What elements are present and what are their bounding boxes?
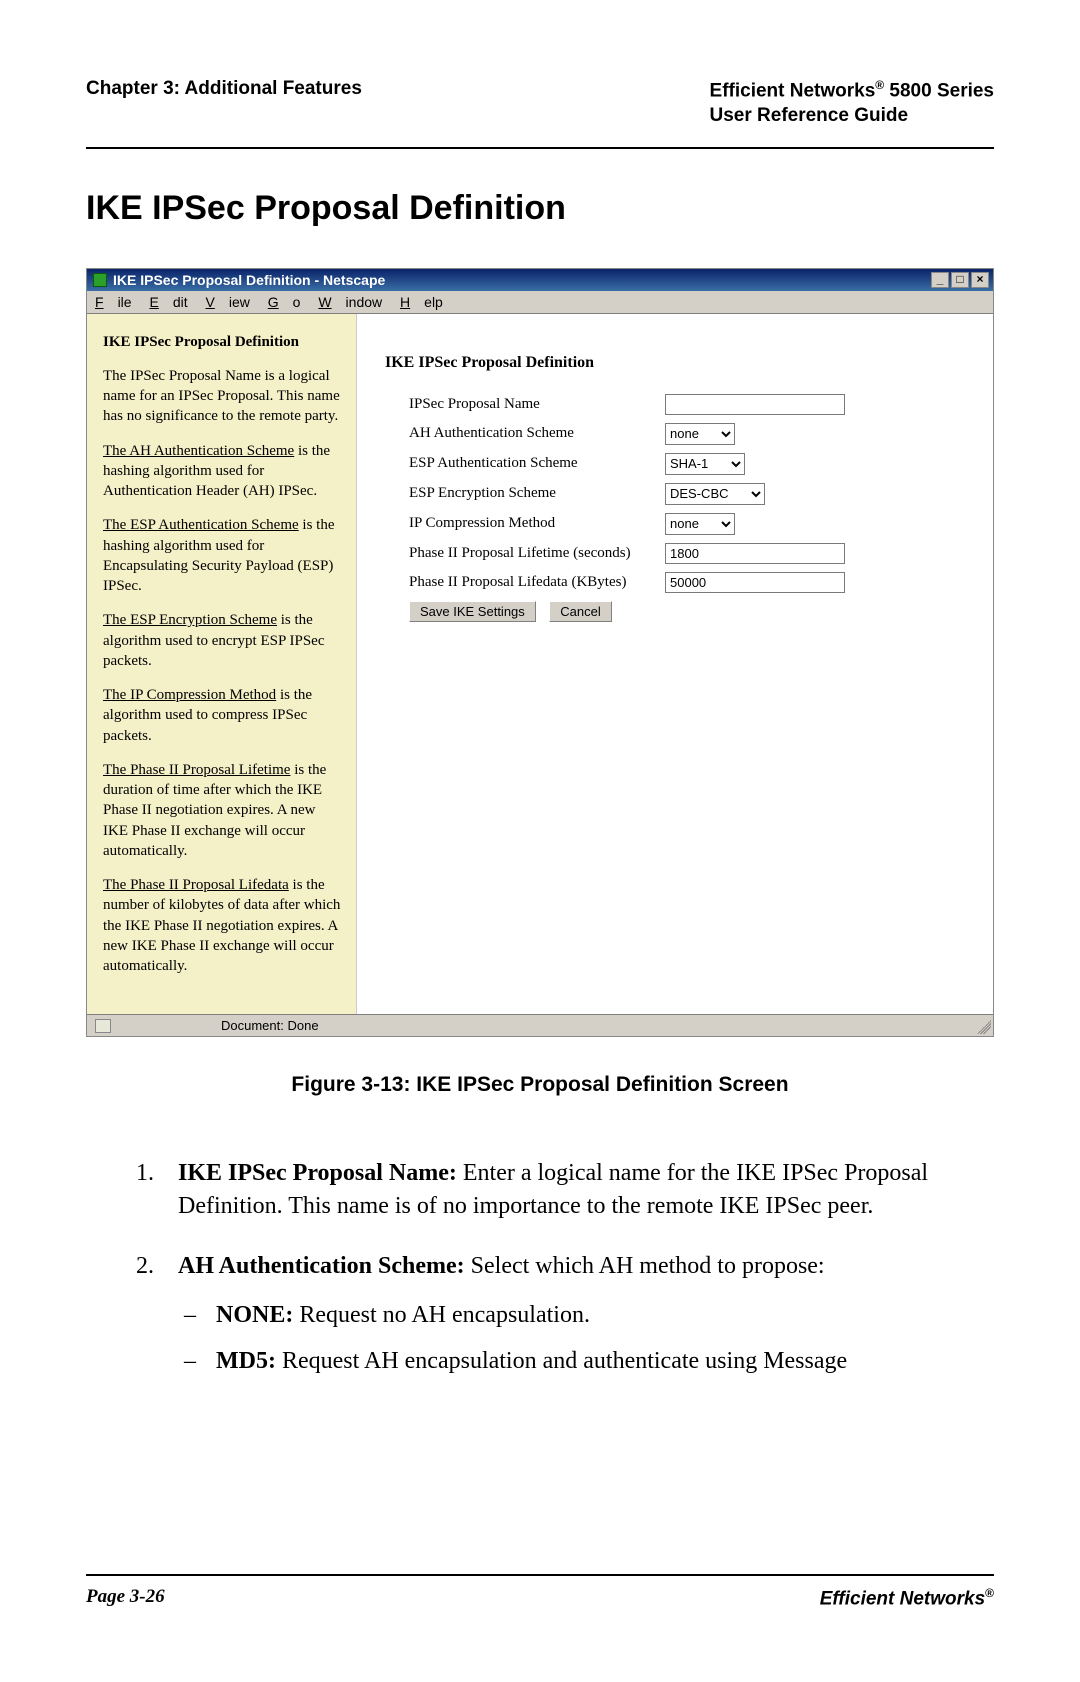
menu-view[interactable]: View: [206, 294, 250, 310]
label-esp-auth: ESP Authentication Scheme: [385, 455, 665, 472]
resize-grip-icon: [977, 1020, 991, 1034]
list-item-1: IKE IPSec Proposal Name: Enter a logical…: [178, 1157, 974, 1222]
label-ah-scheme: AH Authentication Scheme: [385, 425, 665, 442]
input-proposal-name[interactable]: [665, 394, 845, 415]
close-button[interactable]: ×: [971, 272, 989, 288]
label-esp-enc: ESP Encryption Scheme: [385, 485, 665, 502]
page-header: Chapter 3: Additional Features Efficient…: [86, 78, 994, 149]
product-block: Efficient Networks® 5800 Series User Ref…: [710, 78, 994, 129]
footer-brand: Efficient Networks®: [820, 1586, 994, 1610]
label-lifedata: Phase II Proposal Lifedata (KBytes): [385, 574, 665, 591]
registered-mark: ®: [875, 78, 884, 92]
page-footer: Page 3-26 Efficient Networks®: [86, 1574, 994, 1610]
product-line2: User Reference Guide: [710, 104, 994, 129]
status-text: Document: Done: [221, 1018, 319, 1033]
content-area: IKE IPSec Proposal Definition The IPSec …: [87, 314, 993, 1015]
sidebar-p7: The Phase II Proposal Lifedata is the nu…: [103, 875, 342, 976]
menu-file[interactable]: File: [95, 294, 132, 310]
dash-2: –: [178, 1345, 216, 1377]
window-title: IKE IPSec Proposal Definition - Netscape: [113, 272, 385, 288]
sidebar-p1: The IPSec Proposal Name is a logical nam…: [103, 366, 342, 427]
list-number-1: 1.: [136, 1157, 178, 1222]
sidebar-p3: The ESP Authentication Scheme is the has…: [103, 515, 342, 596]
sub-item-none: NONE: Request no AH encapsulation.: [216, 1299, 590, 1331]
input-lifedata[interactable]: [665, 572, 845, 593]
select-esp-enc[interactable]: DES-CBC: [665, 483, 765, 505]
sidebar-p6: The Phase II Proposal Lifetime is the du…: [103, 760, 342, 861]
sub-item-md5: MD5: Request AH encapsulation and authen…: [216, 1345, 847, 1377]
sidebar-p4: The ESP Encryption Scheme is the algorit…: [103, 610, 342, 671]
figure-caption: Figure 3-13: IKE IPSec Proposal Definiti…: [86, 1073, 994, 1097]
minimize-button[interactable]: _: [931, 272, 949, 288]
sidebar-title: IKE IPSec Proposal Definition: [103, 332, 342, 352]
browser-screenshot: IKE IPSec Proposal Definition - Netscape…: [86, 268, 994, 1038]
menubar: File Edit View Go Window Help: [87, 291, 993, 314]
help-sidebar: IKE IPSec Proposal Definition The IPSec …: [87, 314, 357, 1015]
label-lifetime: Phase II Proposal Lifetime (seconds): [385, 545, 665, 562]
form-panel: IKE IPSec Proposal Definition IPSec Prop…: [357, 314, 993, 1015]
input-lifetime[interactable]: [665, 543, 845, 564]
maximize-button[interactable]: □: [951, 272, 969, 288]
status-icon: [95, 1019, 111, 1033]
product-line1-pre: Efficient Networks: [710, 80, 876, 101]
select-ipcomp[interactable]: none: [665, 513, 735, 535]
netscape-icon: [93, 273, 107, 287]
window-titlebar: IKE IPSec Proposal Definition - Netscape…: [87, 269, 993, 291]
menu-go[interactable]: Go: [268, 294, 301, 310]
menu-edit[interactable]: Edit: [149, 294, 187, 310]
sidebar-p5: The IP Compression Method is the algorit…: [103, 685, 342, 746]
select-ah-scheme[interactable]: none: [665, 423, 735, 445]
statusbar: Document: Done: [87, 1014, 993, 1036]
list-item-2: AH Authentication Scheme: Select which A…: [178, 1250, 974, 1391]
cancel-button[interactable]: Cancel: [549, 601, 611, 622]
menu-window[interactable]: Window: [318, 294, 382, 310]
section-title: IKE IPSec Proposal Definition: [86, 189, 994, 228]
save-button[interactable]: Save IKE Settings: [409, 601, 536, 622]
page-number: Page 3-26: [86, 1586, 165, 1610]
menu-help[interactable]: Help: [400, 294, 443, 310]
select-esp-auth[interactable]: SHA-1: [665, 453, 745, 475]
list-number-2: 2.: [136, 1250, 178, 1391]
sidebar-p2: The AH Authentication Scheme is the hash…: [103, 441, 342, 502]
body-list: 1. IKE IPSec Proposal Name: Enter a logi…: [136, 1157, 974, 1391]
form-title: IKE IPSec Proposal Definition: [385, 354, 965, 372]
label-proposal-name: IPSec Proposal Name: [385, 396, 665, 413]
chapter-label: Chapter 3: Additional Features: [86, 78, 362, 100]
label-ipcomp: IP Compression Method: [385, 515, 665, 532]
product-line1-post: 5800 Series: [884, 80, 994, 101]
dash-1: –: [178, 1299, 216, 1331]
